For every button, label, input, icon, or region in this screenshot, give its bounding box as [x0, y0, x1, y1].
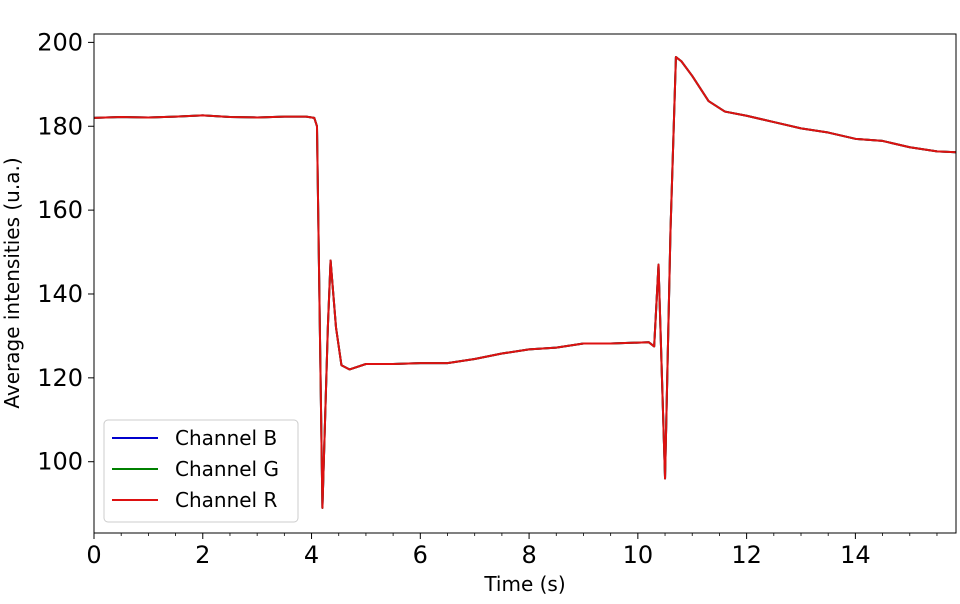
legend-label-2: Channel R — [175, 488, 277, 512]
y-tick-label: 180 — [37, 112, 83, 140]
y-tick-label: 200 — [37, 28, 83, 56]
y-axis-label: Average intensities (u.a.) — [0, 157, 24, 408]
x-tick-label: 8 — [521, 541, 536, 569]
y-tick-label: 120 — [37, 364, 83, 392]
x-tick-label: 12 — [731, 541, 762, 569]
x-axis-label: Time (s) — [483, 572, 565, 596]
legend-label-0: Channel B — [175, 426, 277, 450]
x-tick-label: 4 — [304, 541, 319, 569]
x-tick-label: 14 — [840, 541, 871, 569]
x-tick-label: 10 — [623, 541, 654, 569]
x-tick-label: 0 — [86, 541, 101, 569]
y-tick-label: 140 — [37, 280, 83, 308]
y-tick-label: 100 — [37, 448, 83, 476]
y-tick-label: 160 — [37, 196, 83, 224]
x-tick-label: 2 — [195, 541, 210, 569]
legend-box — [103, 419, 299, 523]
legend-label-1: Channel G — [175, 457, 279, 481]
y-axis: 100 120 140 160 180 200 — [37, 28, 94, 476]
series-line-2 — [94, 56, 956, 509]
x-axis: 0 2 4 6 8 10 12 14 — [86, 533, 938, 569]
plot-frame — [93, 33, 957, 534]
legend: Channel B Channel G Channel R — [103, 419, 299, 523]
x-tick-label: 6 — [413, 541, 428, 569]
series-layer — [94, 56, 956, 509]
